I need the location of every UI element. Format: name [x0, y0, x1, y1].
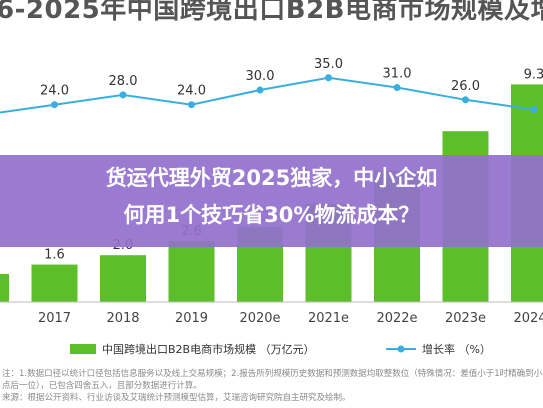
- footnote-line-1: 注：1.数据口径以统计口径包括信息服务以及线上交易规模；2.报告所列规模历史数据…: [2, 369, 542, 379]
- growth-point-2019: [188, 101, 195, 109]
- growth-point-2021e: [325, 74, 332, 82]
- headline-banner[interactable]: [0, 155, 543, 247]
- x-tick-2018: 2018: [106, 311, 139, 326]
- bar-2017: [31, 264, 78, 302]
- legend-line-label: 增长率 （%）: [422, 343, 491, 356]
- growth-label-2021e: 35.0: [314, 57, 343, 72]
- x-tick-2022e: 2022e: [376, 311, 417, 326]
- growth-label-2019: 24.0: [177, 84, 206, 99]
- headline-text[interactable]: 货运代理外贸2025独家，中小企如 何用1个技巧省30%物流成本？: [0, 160, 543, 234]
- bar-label-2024e: 9.3: [524, 67, 543, 82]
- headline-line-1: 货运代理外贸2025独家，中小企如: [105, 166, 438, 190]
- growth-line-group: [0, 74, 538, 114]
- x-tick-2024e: 2024e: [513, 311, 543, 326]
- growth-point-2018: [119, 91, 127, 99]
- growth-label-2018: 28.0: [109, 74, 138, 89]
- growth-label-2017: 24.0: [40, 84, 69, 99]
- x-tick-2017: 2017: [38, 311, 71, 326]
- x-tick-2021e: 2021e: [308, 311, 349, 326]
- bar-2019: [168, 241, 215, 302]
- headline-line-2: 何用1个技巧省30%物流成本？: [123, 203, 420, 227]
- growth-labels-group: .024.028.024.030.035.031.026.0: [40, 57, 480, 99]
- bar-label-2017: 1.6: [44, 248, 65, 263]
- legend-bars-label: 中国跨境出口B2B电商市场规模 （万亿元）: [102, 343, 315, 356]
- legend: [70, 344, 416, 354]
- growth-point-2020e: [256, 86, 264, 94]
- growth-point-2024e: [530, 106, 538, 114]
- growth-label-2022e: 31.0: [383, 67, 412, 82]
- growth-label-2020e: 30.0: [246, 69, 275, 84]
- footnote-line-2: 点后一位），已包含四舍五入，且部分数据进行计算。: [2, 381, 202, 391]
- chart-title: 6-2025年中国跨境出口B2B电商市场规模及增: [0, 0, 543, 25]
- x-tick-labels: 2017 2018 2019 2020e 2021e 2022e 2023e 2024e: [38, 311, 543, 326]
- growth-point-2022e: [393, 84, 401, 92]
- bar-2018: [100, 255, 146, 302]
- growth-label-2023e: 26.0: [451, 79, 480, 94]
- x-tick-2020e: 2020e: [239, 311, 280, 326]
- growth-point-2023e: [462, 96, 469, 104]
- growth-point-2017: [51, 101, 58, 109]
- legend-line-marker: [397, 345, 405, 353]
- x-tick-2019: 2019: [175, 311, 208, 326]
- bar-2016: [0, 273, 9, 302]
- legend-bar-swatch: [70, 344, 96, 354]
- footnote-line-3: 来源：根据公开资料、行业访谈及艾瑞统计预测模型估算，艾瑞咨询研究院自主研究及绘制…: [2, 393, 351, 403]
- x-tick-2023e: 2023e: [445, 311, 486, 326]
